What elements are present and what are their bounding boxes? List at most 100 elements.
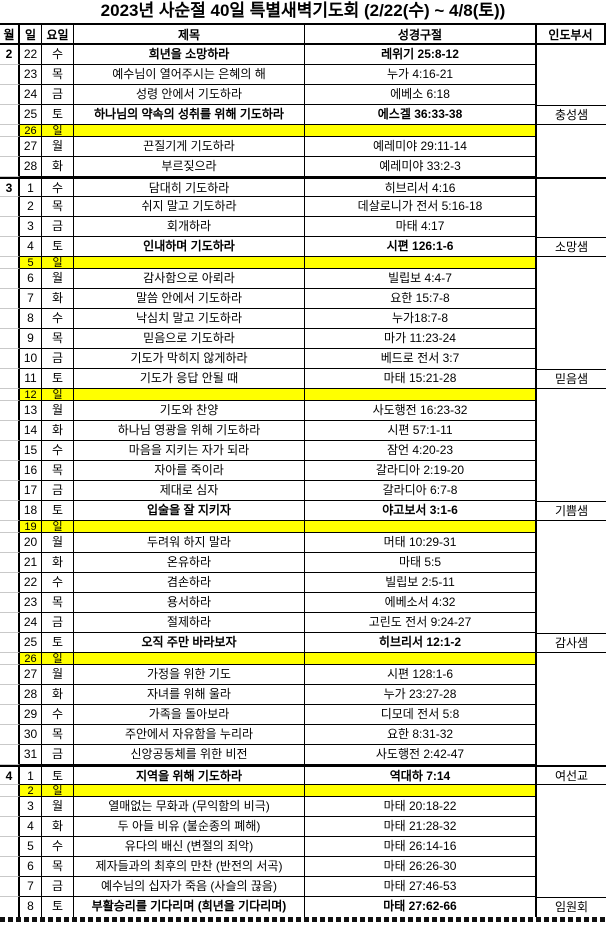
day-cell: 2 — [20, 785, 42, 797]
department-cell — [537, 745, 606, 765]
day-cell: 27 — [20, 665, 42, 685]
department-cell — [537, 257, 606, 269]
title-cell: 유다의 배신 (변절의 죄악) — [74, 837, 305, 857]
verse-cell — [305, 653, 537, 665]
department-cell — [537, 289, 606, 309]
day-cell: 21 — [20, 553, 42, 573]
table-row: 6 목 제자들과의 최후의 만찬 (반전의 서곡) 마태 26:26-30 — [0, 857, 606, 877]
month-cell — [0, 441, 20, 461]
department-cell — [537, 553, 606, 573]
table-row: 2 22 수 희년을 소망하라 레위기 25:8-12 — [0, 45, 606, 65]
table-row: 21 화 온유하라 마태 5:5 — [0, 553, 606, 573]
table-row: 2 목 쉬지 말고 기도하라 데살로니가 전서 5:16-18 — [0, 197, 606, 217]
table-row: 23 목 용서하라 에베소서 4:32 — [0, 593, 606, 613]
verse-cell: 마태 26:26-30 — [305, 857, 537, 877]
column-header-title: 제목 — [74, 23, 305, 45]
weekday-cell: 일 — [42, 653, 74, 665]
month-cell — [0, 817, 20, 837]
weekday-cell: 수 — [42, 177, 74, 197]
verse-cell: 갈라디아 6:7-8 — [305, 481, 537, 501]
table-row: 18 토 입술을 잘 지키자 야고보서 3:1-6 기쁨샘 — [0, 501, 606, 521]
table-row: 15 수 마음을 지키는 자가 되라 잠언 4:20-23 — [0, 441, 606, 461]
title-cell: 자녀를 위해 울라 — [74, 685, 305, 705]
verse-cell: 요한 15:7-8 — [305, 289, 537, 309]
department-cell — [537, 217, 606, 237]
table-row: 30 목 주안에서 자유함을 누리라 요한 8:31-32 — [0, 725, 606, 745]
verse-cell: 빌립보 4:4-7 — [305, 269, 537, 289]
month-cell — [0, 837, 20, 857]
verse-cell: 사도행전 2:42-47 — [305, 745, 537, 765]
department-cell — [537, 421, 606, 441]
weekday-cell: 목 — [42, 329, 74, 349]
month-cell — [0, 481, 20, 501]
weekday-cell: 일 — [42, 389, 74, 401]
title-cell — [74, 785, 305, 797]
verse-cell: 디모데 전서 5:8 — [305, 705, 537, 725]
day-cell: 23 — [20, 593, 42, 613]
month-cell — [0, 85, 20, 105]
department-cell: 믿음샘 — [537, 369, 606, 389]
month-cell — [0, 65, 20, 85]
weekday-cell: 토 — [42, 105, 74, 125]
department-cell — [537, 125, 606, 137]
day-cell: 3 — [20, 217, 42, 237]
verse-cell: 베드로 전서 3:7 — [305, 349, 537, 369]
month-cell — [0, 157, 20, 177]
verse-cell: 마태 26:14-16 — [305, 837, 537, 857]
weekday-cell: 금 — [42, 877, 74, 897]
month-cell — [0, 329, 20, 349]
weekday-cell: 금 — [42, 85, 74, 105]
day-cell: 17 — [20, 481, 42, 501]
day-cell: 7 — [20, 877, 42, 897]
department-cell — [537, 593, 606, 613]
month-cell — [0, 593, 20, 613]
department-cell — [537, 725, 606, 745]
department-cell — [537, 461, 606, 481]
month-cell — [0, 653, 20, 665]
day-cell: 30 — [20, 725, 42, 745]
table-row: 28 화 자녀를 위해 울라 누가 23:27-28 — [0, 685, 606, 705]
weekday-cell: 화 — [42, 289, 74, 309]
department-cell — [537, 65, 606, 85]
department-cell — [537, 533, 606, 553]
verse-cell: 에베소서 4:32 — [305, 593, 537, 613]
weekday-cell: 수 — [42, 309, 74, 329]
table-row: 25 토 오직 주만 바라보자 히브리서 12:1-2 감사샘 — [0, 633, 606, 653]
table-row: 5 일 — [0, 257, 606, 269]
verse-cell — [305, 389, 537, 401]
month-cell — [0, 349, 20, 369]
verse-cell: 마가 11:23-24 — [305, 329, 537, 349]
day-cell: 16 — [20, 461, 42, 481]
weekday-cell: 금 — [42, 613, 74, 633]
day-cell: 27 — [20, 137, 42, 157]
weekday-cell: 토 — [42, 237, 74, 257]
month-cell — [0, 633, 20, 653]
day-cell: 22 — [20, 573, 42, 593]
day-cell: 14 — [20, 421, 42, 441]
title-cell: 부르짖으라 — [74, 157, 305, 177]
title-cell: 하나님의 약속의 성취를 위해 기도하라 — [74, 105, 305, 125]
month-cell — [0, 401, 20, 421]
table-row: 9 목 믿음으로 기도하라 마가 11:23-24 — [0, 329, 606, 349]
verse-cell: 갈라디아 2:19-20 — [305, 461, 537, 481]
month-cell — [0, 785, 20, 797]
table-row: 13 월 기도와 찬양 사도행전 16:23-32 — [0, 401, 606, 421]
day-cell: 8 — [20, 309, 42, 329]
table-row: 4 화 두 아들 비유 (불순종의 폐해) 마태 21:28-32 — [0, 817, 606, 837]
table-row: 2 일 — [0, 785, 606, 797]
column-header-day: 일 — [20, 23, 42, 45]
day-cell: 15 — [20, 441, 42, 461]
table-row: 25 토 하나님의 약속의 성취를 위해 기도하라 에스겔 36:33-38 충… — [0, 105, 606, 125]
title-cell: 감사함으로 아뢰라 — [74, 269, 305, 289]
month-cell — [0, 105, 20, 125]
table-row: 16 목 자아를 죽이라 갈라디아 2:19-20 — [0, 461, 606, 481]
weekday-cell: 화 — [42, 553, 74, 573]
weekday-cell: 목 — [42, 593, 74, 613]
weekday-cell: 목 — [42, 461, 74, 481]
month-cell — [0, 237, 20, 257]
department-cell — [537, 785, 606, 797]
title-cell — [74, 389, 305, 401]
month-cell — [0, 797, 20, 817]
month-cell — [0, 685, 20, 705]
title-cell: 두려워 하지 말라 — [74, 533, 305, 553]
